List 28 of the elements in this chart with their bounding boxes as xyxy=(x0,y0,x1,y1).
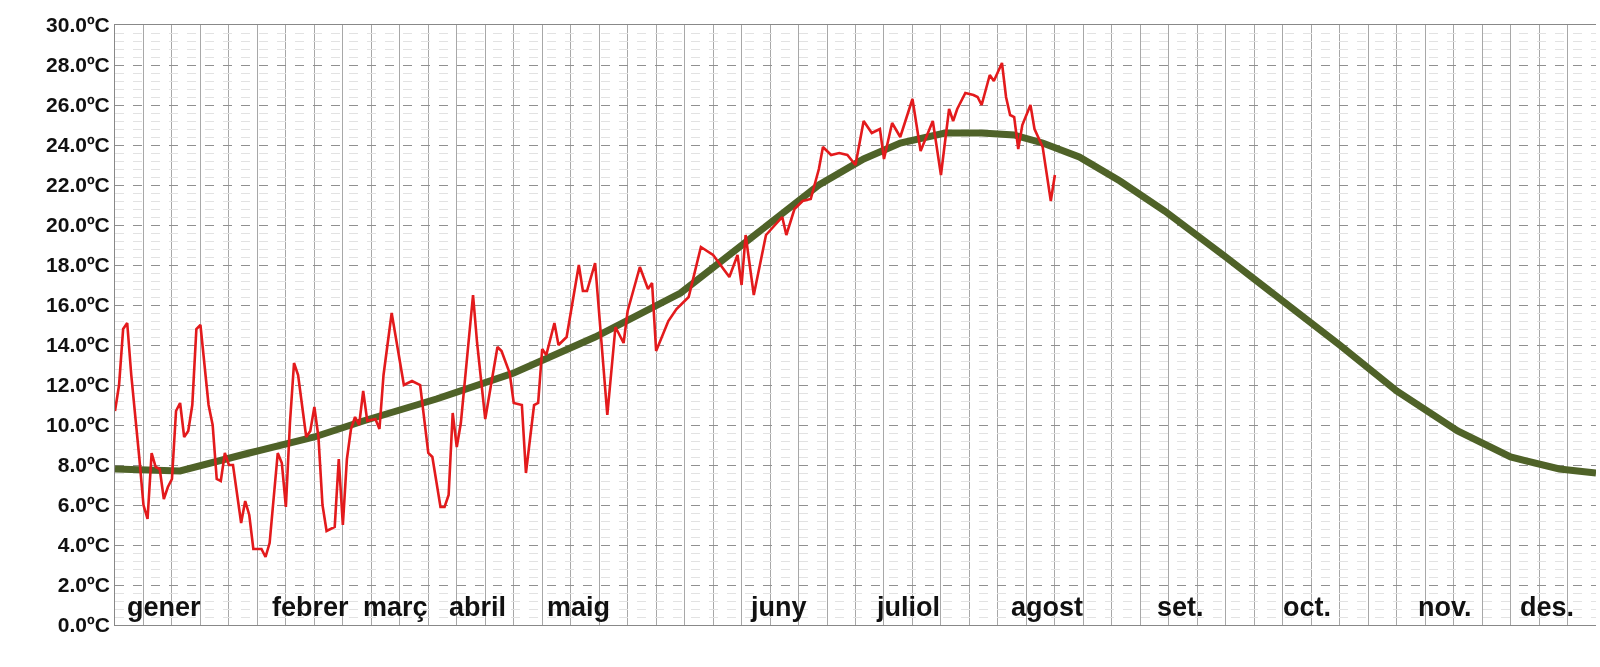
x-tick-label: gener xyxy=(127,592,202,622)
x-tick-label: maig xyxy=(547,592,611,622)
y-tick-label: 2.0ºC xyxy=(57,573,110,597)
y-tick-label: 20.0ºC xyxy=(46,213,110,237)
y-tick-label: 28.0ºC xyxy=(46,53,110,77)
x-tick-label: març xyxy=(363,592,428,622)
x-tick-label: des. xyxy=(1520,592,1575,622)
y-tick-label: 0.0ºC xyxy=(57,613,110,637)
y-tick-label: 24.0ºC xyxy=(46,133,110,157)
y-tick-label: 10.0ºC xyxy=(46,413,110,437)
y-tick-label: 16.0ºC xyxy=(46,293,110,317)
y-tick-label: 12.0ºC xyxy=(46,373,110,397)
x-tick-label: juliol xyxy=(876,592,940,622)
x-tick-label: nov. xyxy=(1418,592,1472,622)
x-tick-label: oct. xyxy=(1283,592,1332,622)
y-tick-label: 4.0ºC xyxy=(57,533,110,557)
x-tick-label: abril xyxy=(449,592,507,622)
y-tick-label: 18.0ºC xyxy=(46,253,110,277)
x-tick-label: juny xyxy=(750,592,807,622)
y-tick-label: 22.0ºC xyxy=(46,173,110,197)
x-tick-label: set. xyxy=(1157,592,1204,622)
y-tick-label: 6.0ºC xyxy=(57,493,110,517)
y-tick-label: 30.0ºC xyxy=(46,13,110,37)
y-tick-label: 26.0ºC xyxy=(46,93,110,117)
y-tick-label: 8.0ºC xyxy=(57,453,110,477)
x-tick-label: agost xyxy=(1011,592,1084,622)
x-tick-label: febrer xyxy=(272,592,350,622)
y-tick-label: 14.0ºC xyxy=(46,333,110,357)
